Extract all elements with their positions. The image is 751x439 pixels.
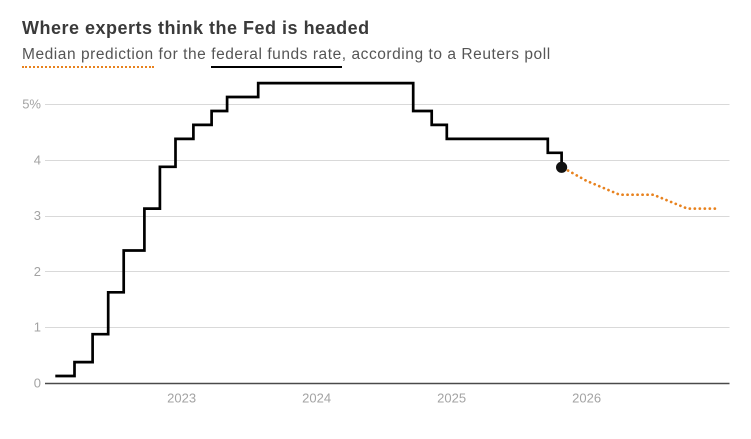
svg-text:0: 0 (34, 376, 41, 391)
svg-text:2024: 2024 (302, 391, 331, 406)
svg-text:1: 1 (34, 320, 41, 335)
svg-text:2023: 2023 (167, 391, 196, 406)
svg-text:2025: 2025 (437, 391, 466, 406)
svg-text:2026: 2026 (572, 391, 601, 406)
svg-text:3: 3 (34, 208, 41, 223)
svg-text:4: 4 (34, 152, 41, 167)
svg-text:2: 2 (34, 264, 41, 279)
svg-text:5%: 5% (22, 97, 41, 112)
